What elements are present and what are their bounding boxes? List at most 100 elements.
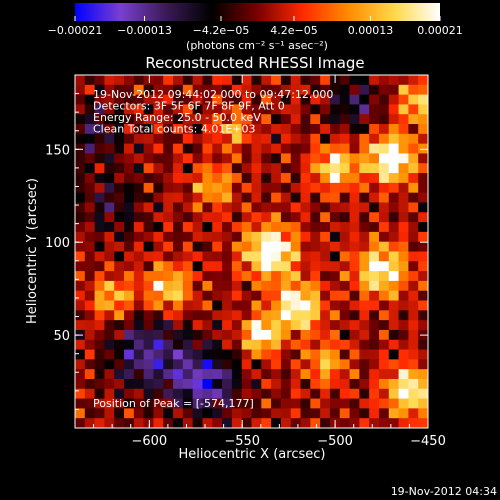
heatmap-cell — [241, 329, 253, 341]
heatmap-cell — [75, 182, 86, 194]
heatmap-cell — [359, 300, 370, 311]
heatmap-cell — [94, 153, 106, 164]
heatmap-cell — [310, 133, 321, 145]
heatmap-cell — [369, 192, 380, 204]
heatmap-cell — [192, 163, 204, 174]
heatmap-cell — [398, 114, 409, 125]
heatmap-cell — [290, 104, 302, 115]
heatmap-cell — [133, 133, 145, 145]
heatmap-cell — [290, 114, 302, 125]
heatmap-cell — [173, 369, 184, 380]
peak-position-label: Position of Peak = [-574,177] — [93, 397, 254, 410]
heatmap-cell — [222, 182, 233, 194]
heatmap-cell — [94, 212, 106, 223]
heatmap-cell — [251, 143, 262, 155]
heatmap-cell — [75, 349, 86, 360]
heatmap-cell — [280, 133, 292, 145]
heatmap-cell — [84, 153, 96, 164]
heatmap-cell — [349, 84, 360, 96]
heatmap-cell — [75, 104, 86, 115]
heatmap-cell — [182, 192, 194, 204]
heatmap-cell — [75, 94, 86, 106]
heatmap-cell — [369, 418, 380, 428]
heatmap-cell — [143, 271, 155, 282]
heatmap-cell — [310, 153, 321, 164]
heatmap-cell — [359, 378, 370, 390]
heatmap-cell — [251, 369, 262, 380]
heatmap-cell — [94, 143, 106, 155]
heatmap-cell — [153, 310, 164, 321]
heatmap-cell — [84, 339, 96, 351]
heatmap-cell — [124, 280, 135, 292]
heatmap-cell — [143, 388, 155, 400]
heatmap-cell — [280, 349, 292, 360]
heatmap-cell — [251, 359, 262, 370]
heatmap-cell — [418, 378, 428, 390]
heatmap-cell — [104, 398, 115, 409]
heatmap-cell — [329, 104, 341, 115]
heatmap-cell — [369, 290, 380, 302]
heatmap-cell — [163, 143, 174, 155]
heatmap-cell — [84, 251, 96, 262]
heatmap-cell — [182, 114, 194, 125]
heatmap-cell — [398, 163, 409, 174]
heatmap-cell — [300, 261, 311, 272]
heatmap-cell — [349, 251, 360, 262]
heatmap-cell — [163, 104, 174, 115]
heatmap-cell — [329, 143, 341, 155]
heatmap-cell — [163, 153, 174, 164]
heatmap-cell — [173, 84, 184, 96]
heatmap-cell — [378, 271, 390, 282]
heatmap-cell — [241, 378, 253, 390]
heatmap-cell — [418, 300, 428, 311]
heatmap-cell — [114, 339, 125, 351]
heatmap-cell — [329, 369, 341, 380]
heatmap-cell — [398, 300, 409, 311]
heatmap-cell — [75, 192, 86, 204]
heatmap-cell — [261, 339, 272, 351]
heatmap-cell — [222, 388, 233, 400]
heatmap-cell — [271, 261, 282, 272]
heatmap-cell — [320, 349, 331, 360]
heatmap-cell — [94, 349, 106, 360]
heatmap-cell — [329, 124, 341, 135]
heatmap-cell — [388, 202, 400, 213]
heatmap-cell — [182, 408, 194, 419]
heatmap-cell — [75, 163, 86, 174]
heatmap-cell — [143, 212, 155, 223]
heatmap-cell — [349, 378, 360, 390]
heatmap-cell — [104, 173, 115, 184]
heatmap-cell — [153, 290, 164, 302]
heatmap-cell — [114, 202, 125, 213]
heatmap-cell — [418, 339, 428, 351]
heatmap-cell — [163, 251, 174, 262]
heatmap-cell — [231, 192, 243, 204]
heatmap-cell — [202, 349, 213, 360]
heatmap-cell — [329, 163, 341, 174]
heatmap-cell — [241, 418, 253, 428]
heatmap-cell — [241, 222, 253, 233]
heatmap-cell — [124, 84, 135, 96]
heatmap-cell — [339, 290, 351, 302]
heatmap-cell — [182, 222, 194, 233]
heatmap-cell — [378, 280, 390, 292]
heatmap-cell — [75, 300, 86, 311]
heatmap-cell — [251, 280, 262, 292]
heatmap-cell — [124, 153, 135, 164]
heatmap-cell — [388, 124, 400, 135]
heatmap-cell — [202, 212, 213, 223]
heatmap-cell — [349, 300, 360, 311]
heatmap-cell — [163, 192, 174, 204]
heatmap-cell — [398, 75, 409, 86]
heatmap-cell — [75, 212, 86, 223]
heatmap-cell — [349, 212, 360, 223]
heatmap-cell — [300, 231, 311, 243]
heatmap-cell — [163, 94, 174, 106]
heatmap-cell — [222, 153, 233, 164]
heatmap-cell — [408, 300, 419, 311]
heatmap-cell — [94, 378, 106, 390]
heatmap-cell — [192, 378, 204, 390]
heatmap-cell — [300, 271, 311, 282]
heatmap-cell — [192, 143, 204, 155]
heatmap-cell — [359, 388, 370, 400]
